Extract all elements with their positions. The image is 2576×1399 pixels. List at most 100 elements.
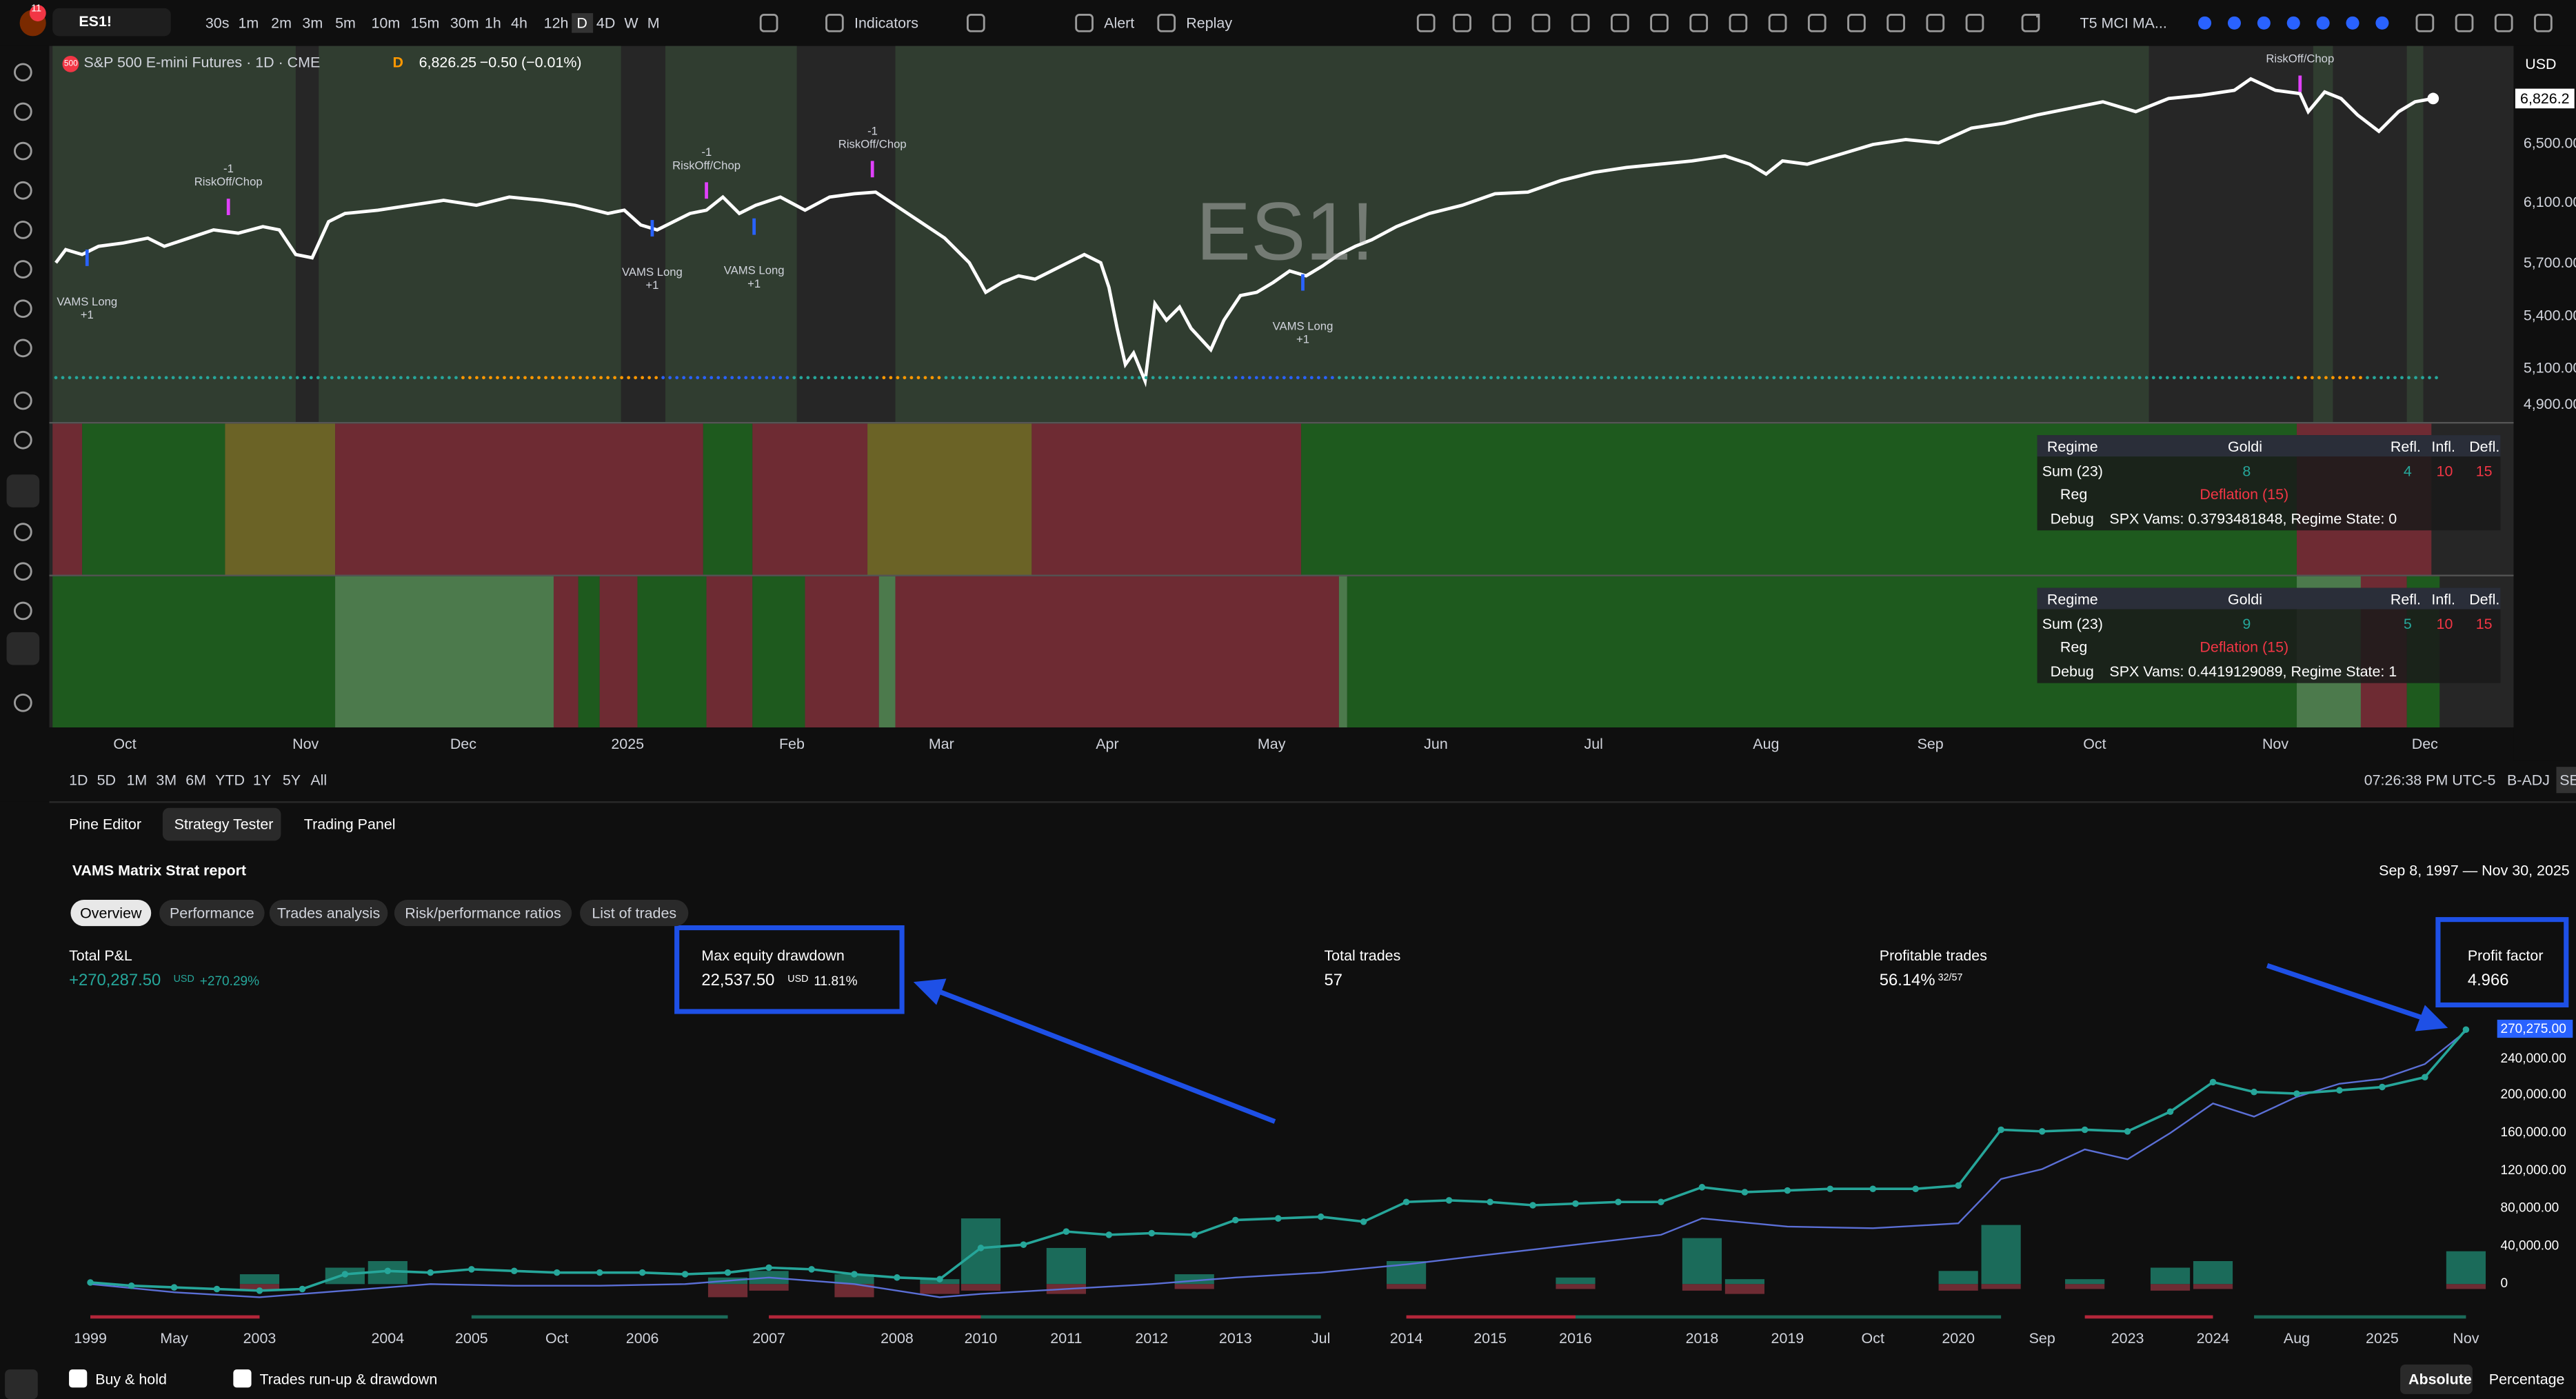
shape [2297,376,2300,380]
shape [2435,917,2569,1008]
shape [14,181,32,200]
view-button[interactable]: Overview [80,905,142,922]
shape [937,376,941,380]
shape [1482,376,1486,380]
shape [343,376,348,380]
shape [765,376,769,380]
interval-button[interactable]: 3m [302,14,323,32]
shape [894,1274,900,1281]
interval-button[interactable]: 1m [238,14,259,32]
absolute-button[interactable]: Absolute [2408,1371,2472,1388]
settings-button[interactable]: SET [2556,767,2576,794]
shape [1607,376,1611,380]
shape [920,1284,960,1294]
shape [1627,376,1631,380]
shape [696,376,700,380]
shape [14,430,32,450]
view-button[interactable]: Trades analysis [269,900,388,927]
shape [295,376,299,380]
interval-button[interactable]: 5m [335,14,356,32]
table-header: Defl. [2469,438,2500,455]
shape [1738,376,1742,380]
bottom-tab[interactable]: Strategy Tester [174,816,274,833]
range-button[interactable]: 6M [185,772,207,789]
price-tick: 6,500.00 [2523,134,2576,152]
buy-hold-toggle[interactable]: Buy & hold [95,1371,167,1388]
range-button[interactable]: YTD [215,772,245,789]
shape [2275,376,2280,380]
indicators-button[interactable]: Indicators [854,14,919,32]
range-button[interactable]: 5Y [282,772,301,789]
symbol-search[interactable]: ES1! [52,8,171,37]
shape [2013,376,2017,380]
adjust-button[interactable]: B-ADJ [2507,772,2550,789]
shape [1386,376,1389,380]
shape [1524,376,1527,380]
shape [2254,1315,2466,1319]
bottom-tab[interactable]: Pine Editor [69,816,141,833]
shape [1289,376,1293,380]
shape [1020,1241,1027,1248]
shape [537,376,541,380]
shape [2096,376,2100,380]
shape [867,423,1032,575]
equity-x-label: 2024 [2196,1330,2230,1347]
shape [2386,376,2390,380]
interval-button[interactable]: 12h [543,14,569,32]
view-button[interactable]: List of trades [580,900,689,927]
shape [2082,376,2086,380]
shape [895,46,2149,423]
shape [1610,14,1629,32]
shape [641,376,645,380]
range-button[interactable]: 1Y [252,772,272,789]
shape [1768,14,1787,32]
table-cell: 10 [2436,463,2453,480]
shape [2200,376,2204,380]
interval-button[interactable]: M [647,14,660,32]
shape [14,391,32,410]
alert-button[interactable]: Alert [1104,14,1135,32]
bottom-tab[interactable]: Trading Panel [303,816,396,833]
interval-button[interactable]: 4D [596,14,616,32]
interval-button[interactable]: 30m [450,14,479,32]
interval-button[interactable]: W [624,14,638,32]
interval-button[interactable]: 4h [511,14,527,32]
interval-button[interactable]: 1h [484,14,501,32]
shape [335,576,554,728]
shape [1926,14,1945,32]
shape [14,693,32,712]
percentage-button[interactable]: Percentage [2488,1371,2565,1388]
interval-button[interactable]: 15m [410,14,440,32]
layout-name[interactable]: T5 MCI MA... [2080,14,2167,32]
shape [2359,376,2362,380]
interval-button[interactable]: D [572,13,592,33]
range-button[interactable]: 5D [97,772,117,789]
interval-button[interactable]: 30s [205,14,230,32]
range-button[interactable]: All [310,772,328,789]
range-button[interactable]: 3M [156,772,177,789]
stat-label: Total P&L [69,947,132,964]
range-button[interactable]: 1M [126,772,148,789]
shape [1827,1185,1834,1192]
shape [854,376,858,380]
view-button[interactable]: Performance [159,900,265,927]
range-button[interactable]: 1D [69,772,88,789]
shape [710,376,714,380]
shape [61,376,65,380]
interval-button[interactable]: 10m [371,14,401,32]
shape [2415,1005,2448,1031]
shape [1600,376,1604,380]
interval-button[interactable]: 2m [271,14,292,32]
shape [1586,376,1590,380]
replay-button[interactable]: Replay [1186,14,1233,32]
shape [820,376,824,380]
report-title[interactable]: VAMS Matrix Strat report [72,862,247,879]
runup-toggle[interactable]: Trades run-up & drawdown [259,1371,438,1388]
shape [785,376,789,380]
shape [2137,376,2142,380]
last-price-tag: 6,826.2 [2515,88,2575,109]
shape [1786,376,1790,380]
view-button[interactable]: Risk/performance ratios [394,900,572,927]
shape [1063,1228,1070,1235]
shape [972,376,976,380]
